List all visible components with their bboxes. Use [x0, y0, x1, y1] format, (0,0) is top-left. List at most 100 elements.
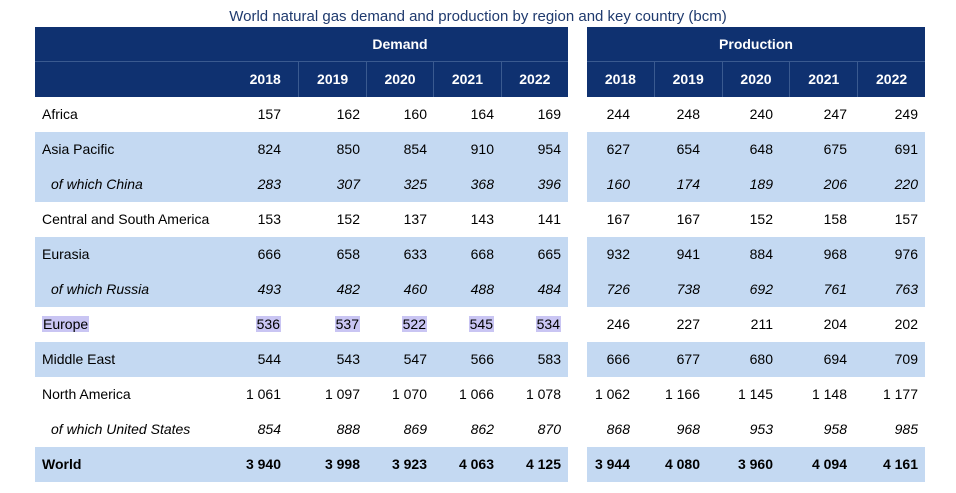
demand-cell: 633 [403, 246, 427, 262]
production-cell: 158 [823, 211, 847, 227]
production-cell: 167 [606, 211, 630, 227]
demand-cell: 3 998 [324, 456, 360, 472]
production-cell: 953 [749, 421, 773, 437]
table-row: World 3 940 3 998 3 923 4 063 4 125 3 944 4 080… [0, 447, 956, 482]
demand-cell: 665 [537, 246, 561, 262]
production-cell: 884 [749, 246, 773, 262]
production-cell: 1 145 [737, 386, 773, 402]
production-cell: 654 [676, 141, 700, 157]
production-cell: 204 [823, 316, 847, 332]
demand-cell: 488 [470, 281, 494, 297]
demand-cell: 484 [537, 281, 561, 297]
production-year-header: 2022 [857, 62, 925, 97]
demand-year-headers: 2018 2019 2020 2021 2022 [232, 62, 568, 97]
demand-cell: 537 [334, 316, 360, 332]
production-header: Production 2018 2019 2020 2021 2022 [587, 27, 925, 97]
demand-year-header: 2021 [433, 62, 500, 97]
table-row: of which Russia 493 482 460 488 484 726 738 692 7… [0, 272, 956, 307]
table-row: North America 1 061 1 097 1 070 1 066 1 078 1 … [0, 377, 956, 412]
row-label: of which Russia [51, 281, 150, 297]
production-year-header: 2018 [604, 71, 636, 87]
table-row: Eurasia 666 658 633 668 665 932 941 884 968 976 [0, 237, 956, 272]
production-cell: 691 [894, 141, 918, 157]
production-cell: 985 [894, 421, 918, 437]
row-label: of which United States [51, 421, 191, 437]
demand-cell: 862 [470, 421, 494, 437]
demand-cell: 152 [336, 211, 360, 227]
production-cell: 189 [749, 176, 773, 192]
production-cell: 152 [749, 211, 773, 227]
production-cell: 726 [606, 281, 630, 297]
production-year-header: 2020 [721, 62, 790, 97]
row-background [587, 237, 925, 272]
demand-cell: 824 [257, 141, 281, 157]
production-cell: 244 [606, 106, 630, 122]
demand-year-header: 2020 [365, 62, 433, 97]
demand-cell: 3 940 [245, 456, 281, 472]
production-group-label: Production [587, 27, 925, 62]
production-cell: 1 177 [882, 386, 918, 402]
row-background [587, 447, 925, 482]
demand-cell: 1 078 [525, 386, 561, 402]
row-background [35, 342, 568, 377]
table-body: Africa 157 162 160 164 169 244 248 240 247 249 Asia… [0, 97, 956, 482]
demand-cell: 396 [537, 176, 561, 192]
production-cell: 4 080 [664, 456, 700, 472]
demand-cell: 544 [257, 351, 281, 367]
row-label: Eurasia [42, 246, 90, 262]
demand-year-header: 2019 [298, 62, 365, 97]
production-cell: 160 [606, 176, 630, 192]
demand-cell: 157 [257, 106, 281, 122]
demand-cell: 543 [336, 351, 360, 367]
demand-cell: 869 [403, 421, 427, 437]
production-cell: 738 [676, 281, 700, 297]
demand-cell: 169 [537, 106, 561, 122]
production-cell: 3 944 [594, 456, 630, 472]
demand-cell: 536 [255, 316, 281, 332]
production-cell: 211 [750, 316, 773, 332]
demand-cell: 493 [257, 281, 281, 297]
demand-cell: 143 [470, 211, 494, 227]
row-label: Europe [42, 316, 90, 332]
demand-cell: 1 070 [391, 386, 427, 402]
production-cell: 247 [823, 106, 847, 122]
demand-cell: 854 [257, 421, 281, 437]
production-cell: 968 [823, 246, 847, 262]
production-cell: 174 [676, 176, 700, 192]
demand-cell: 162 [336, 106, 360, 122]
production-cell: 941 [676, 246, 700, 262]
demand-cell: 137 [403, 211, 427, 227]
demand-cell: 954 [537, 141, 561, 157]
production-year-header: 2019 [653, 62, 722, 97]
production-cell: 167 [676, 211, 700, 227]
demand-cell: 160 [403, 106, 427, 122]
demand-cell: 545 [468, 316, 494, 332]
production-cell: 157 [894, 211, 918, 227]
row-background [35, 167, 568, 202]
demand-cell: 1 061 [245, 386, 281, 402]
demand-cell: 888 [336, 421, 360, 437]
production-cell: 4 161 [882, 456, 918, 472]
demand-cell: 668 [470, 246, 494, 262]
production-cell: 675 [823, 141, 847, 157]
row-background [587, 272, 925, 307]
demand-cell: 522 [401, 316, 427, 332]
demand-cell: 4 063 [458, 456, 494, 472]
production-cell: 206 [823, 176, 847, 192]
production-cell: 220 [894, 176, 918, 192]
row-label: World [42, 456, 82, 472]
row-background [35, 272, 568, 307]
demand-cell: 547 [403, 351, 427, 367]
row-background [35, 237, 568, 272]
production-cell: 3 960 [737, 456, 773, 472]
row-label: North America [42, 386, 131, 402]
production-cell: 1 062 [594, 386, 630, 402]
table-row: Asia Pacific 824 850 854 910 954 627 654 648 675 6… [0, 132, 956, 167]
demand-cell: 854 [403, 141, 427, 157]
table-row: of which China 283 307 325 368 396 160 174 189 20… [0, 167, 956, 202]
demand-cell: 3 923 [391, 456, 427, 472]
demand-cell: 1 066 [458, 386, 494, 402]
demand-cell: 141 [537, 211, 561, 227]
production-cell: 976 [894, 246, 918, 262]
demand-cell: 658 [336, 246, 360, 262]
